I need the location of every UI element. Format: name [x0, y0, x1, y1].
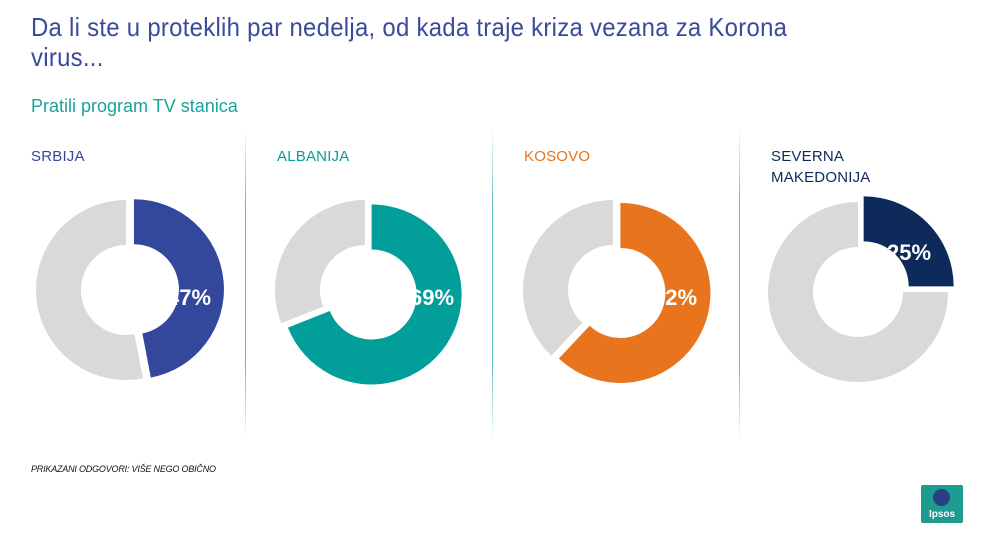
donut-slice-arc-albanija	[287, 204, 462, 385]
country-label-kosovo: KOSOVO	[524, 148, 591, 165]
country-label-albanija: ALBANIJA	[277, 148, 350, 165]
donut-value-label-albanija: 69%	[410, 285, 454, 310]
donut-remainder-arc-srbija	[36, 200, 143, 380]
donut-remainder-srbija	[36, 200, 143, 380]
donut-chart-albanija: 69%	[275, 200, 462, 385]
donut-remainder-albanija	[275, 200, 365, 324]
column-divider-3	[739, 128, 740, 440]
donut-chart-kosovo: 62%	[522, 200, 711, 383]
column-divider-1	[245, 128, 246, 440]
donut-remainder-kosovo	[522, 200, 613, 356]
donut-remainder-severna-makedonija	[768, 202, 948, 382]
column-divider-2	[492, 128, 493, 440]
country-label-severna-makedonija: SEVERNA MAKEDONIJA	[771, 148, 871, 186]
donut-remainder-arc-kosovo	[522, 200, 613, 356]
donut-slice-albanija	[287, 204, 462, 385]
ipsos-logo: Ipsos	[921, 485, 963, 523]
donut-slice-severna-makedonija	[863, 196, 954, 287]
donut-slice-arc-srbija	[133, 199, 224, 378]
donut-slice-kosovo	[558, 202, 711, 383]
logo-mark-icon	[933, 489, 950, 506]
donut-chart-severna-makedonija: 25%	[768, 196, 954, 382]
donut-value-label-severna-makedonija: 25%	[887, 240, 931, 265]
donut-chart-srbija: 47%	[36, 199, 224, 380]
donut-value-label-srbija: 47%	[167, 285, 211, 310]
country-label-srbija: SRBIJA	[31, 148, 85, 165]
donut-remainder-arc-severna-makedonija	[768, 202, 948, 382]
footnote: PRIKAZANI ODGOVORI: VIŠE NEGO OBIČNO	[31, 464, 216, 474]
donut-value-label-kosovo: 62%	[653, 285, 697, 310]
donut-slice-arc-severna-makedonija	[863, 196, 954, 287]
logo-text: Ipsos	[928, 509, 956, 520]
donut-slice-srbija	[133, 199, 224, 378]
chart-subtitle: Pratili program TV stanica	[31, 96, 238, 116]
donut-slice-arc-kosovo	[558, 202, 711, 383]
donut-remainder-arc-albanija	[275, 200, 365, 324]
chart-title: Da li ste u proteklih par nedelja, od ka…	[31, 12, 788, 72]
